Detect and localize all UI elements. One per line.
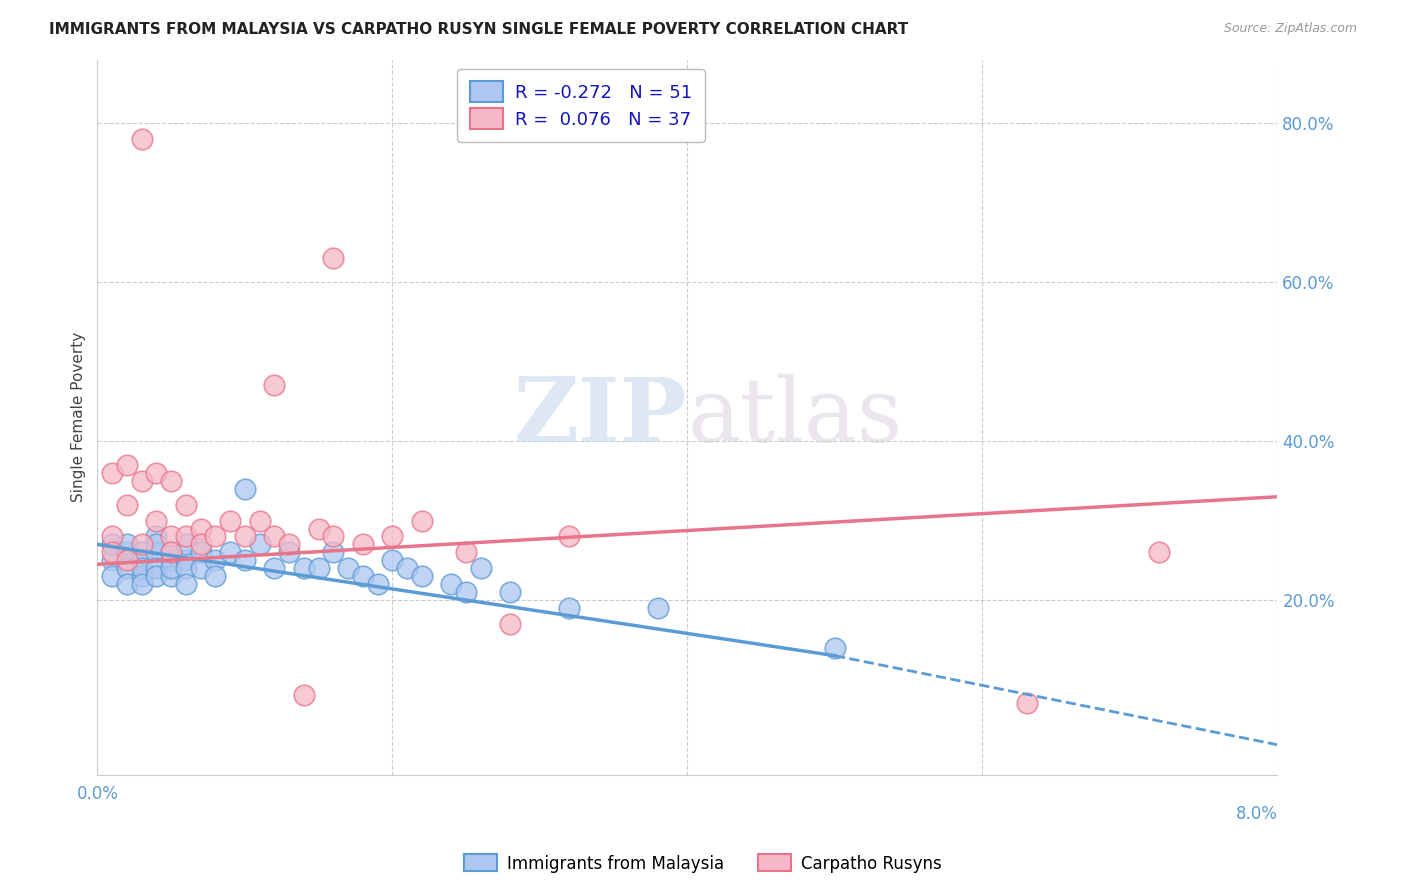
Point [101, 553, 124, 567]
Point [1149, 545, 1171, 559]
Point [115, 537, 138, 551]
Point [145, 514, 167, 528]
Point [174, 529, 197, 543]
Point [174, 537, 197, 551]
Point [204, 553, 226, 567]
Point [470, 561, 492, 575]
Point [174, 553, 197, 567]
Point [647, 601, 669, 615]
Point [115, 498, 138, 512]
Point [174, 577, 197, 591]
Point [204, 529, 226, 543]
Point [145, 537, 167, 551]
Point [131, 545, 153, 559]
Point [219, 545, 242, 559]
Legend: R = -0.272   N = 51, R =  0.076   N = 37: R = -0.272 N = 51, R = 0.076 N = 37 [457, 69, 704, 142]
Text: ZIP: ZIP [513, 374, 688, 461]
Point [131, 553, 153, 567]
Point [101, 569, 124, 583]
Point [160, 569, 183, 583]
Point [292, 689, 315, 703]
Point [160, 545, 183, 559]
Point [249, 537, 271, 551]
Point [233, 553, 256, 567]
Point [115, 577, 138, 591]
Point [499, 585, 522, 599]
Point [131, 132, 153, 146]
Y-axis label: Single Female Poverty: Single Female Poverty [72, 332, 86, 502]
Point [263, 561, 285, 575]
Point [411, 514, 433, 528]
Point [131, 474, 153, 488]
Point [352, 569, 374, 583]
Point [160, 545, 183, 559]
Point [233, 482, 256, 496]
Point [131, 561, 153, 575]
Text: 8.0%: 8.0% [1236, 805, 1278, 823]
Point [145, 569, 167, 583]
Point [101, 537, 124, 551]
Text: IMMIGRANTS FROM MALAYSIA VS CARPATHO RUSYN SINGLE FEMALE POVERTY CORRELATION CHA: IMMIGRANTS FROM MALAYSIA VS CARPATHO RUS… [49, 22, 908, 37]
Point [131, 577, 153, 591]
Point [322, 529, 344, 543]
Point [263, 529, 285, 543]
Point [190, 537, 212, 551]
Point [337, 561, 360, 575]
Point [352, 537, 374, 551]
Point [499, 616, 522, 631]
Point [115, 458, 138, 472]
Point [456, 545, 478, 559]
Point [190, 522, 212, 536]
Point [381, 529, 404, 543]
Point [190, 545, 212, 559]
Point [115, 545, 138, 559]
Point [1015, 697, 1038, 711]
Point [322, 252, 344, 266]
Point [219, 514, 242, 528]
Point [308, 522, 330, 536]
Legend: Immigrants from Malaysia, Carpatho Rusyns: Immigrants from Malaysia, Carpatho Rusyn… [457, 847, 949, 880]
Text: Source: ZipAtlas.com: Source: ZipAtlas.com [1223, 22, 1357, 36]
Point [308, 561, 330, 575]
Point [131, 537, 153, 551]
Point [558, 601, 581, 615]
Point [824, 640, 846, 655]
Point [160, 529, 183, 543]
Point [411, 569, 433, 583]
Point [101, 529, 124, 543]
Point [381, 553, 404, 567]
Point [101, 466, 124, 480]
Point [263, 378, 285, 392]
Point [292, 561, 315, 575]
Text: atlas: atlas [688, 374, 903, 461]
Point [278, 545, 301, 559]
Point [131, 569, 153, 583]
Point [322, 545, 344, 559]
Point [249, 514, 271, 528]
Point [558, 529, 581, 543]
Point [174, 561, 197, 575]
Point [145, 545, 167, 559]
Point [160, 561, 183, 575]
Point [145, 529, 167, 543]
Point [190, 561, 212, 575]
Point [115, 561, 138, 575]
Point [456, 585, 478, 599]
Point [145, 466, 167, 480]
Point [367, 577, 389, 591]
Point [440, 577, 463, 591]
Point [145, 561, 167, 575]
Point [160, 553, 183, 567]
Point [278, 537, 301, 551]
Point [204, 569, 226, 583]
Point [115, 553, 138, 567]
Point [233, 529, 256, 543]
Point [160, 474, 183, 488]
Point [174, 498, 197, 512]
Point [101, 545, 124, 559]
Point [396, 561, 419, 575]
